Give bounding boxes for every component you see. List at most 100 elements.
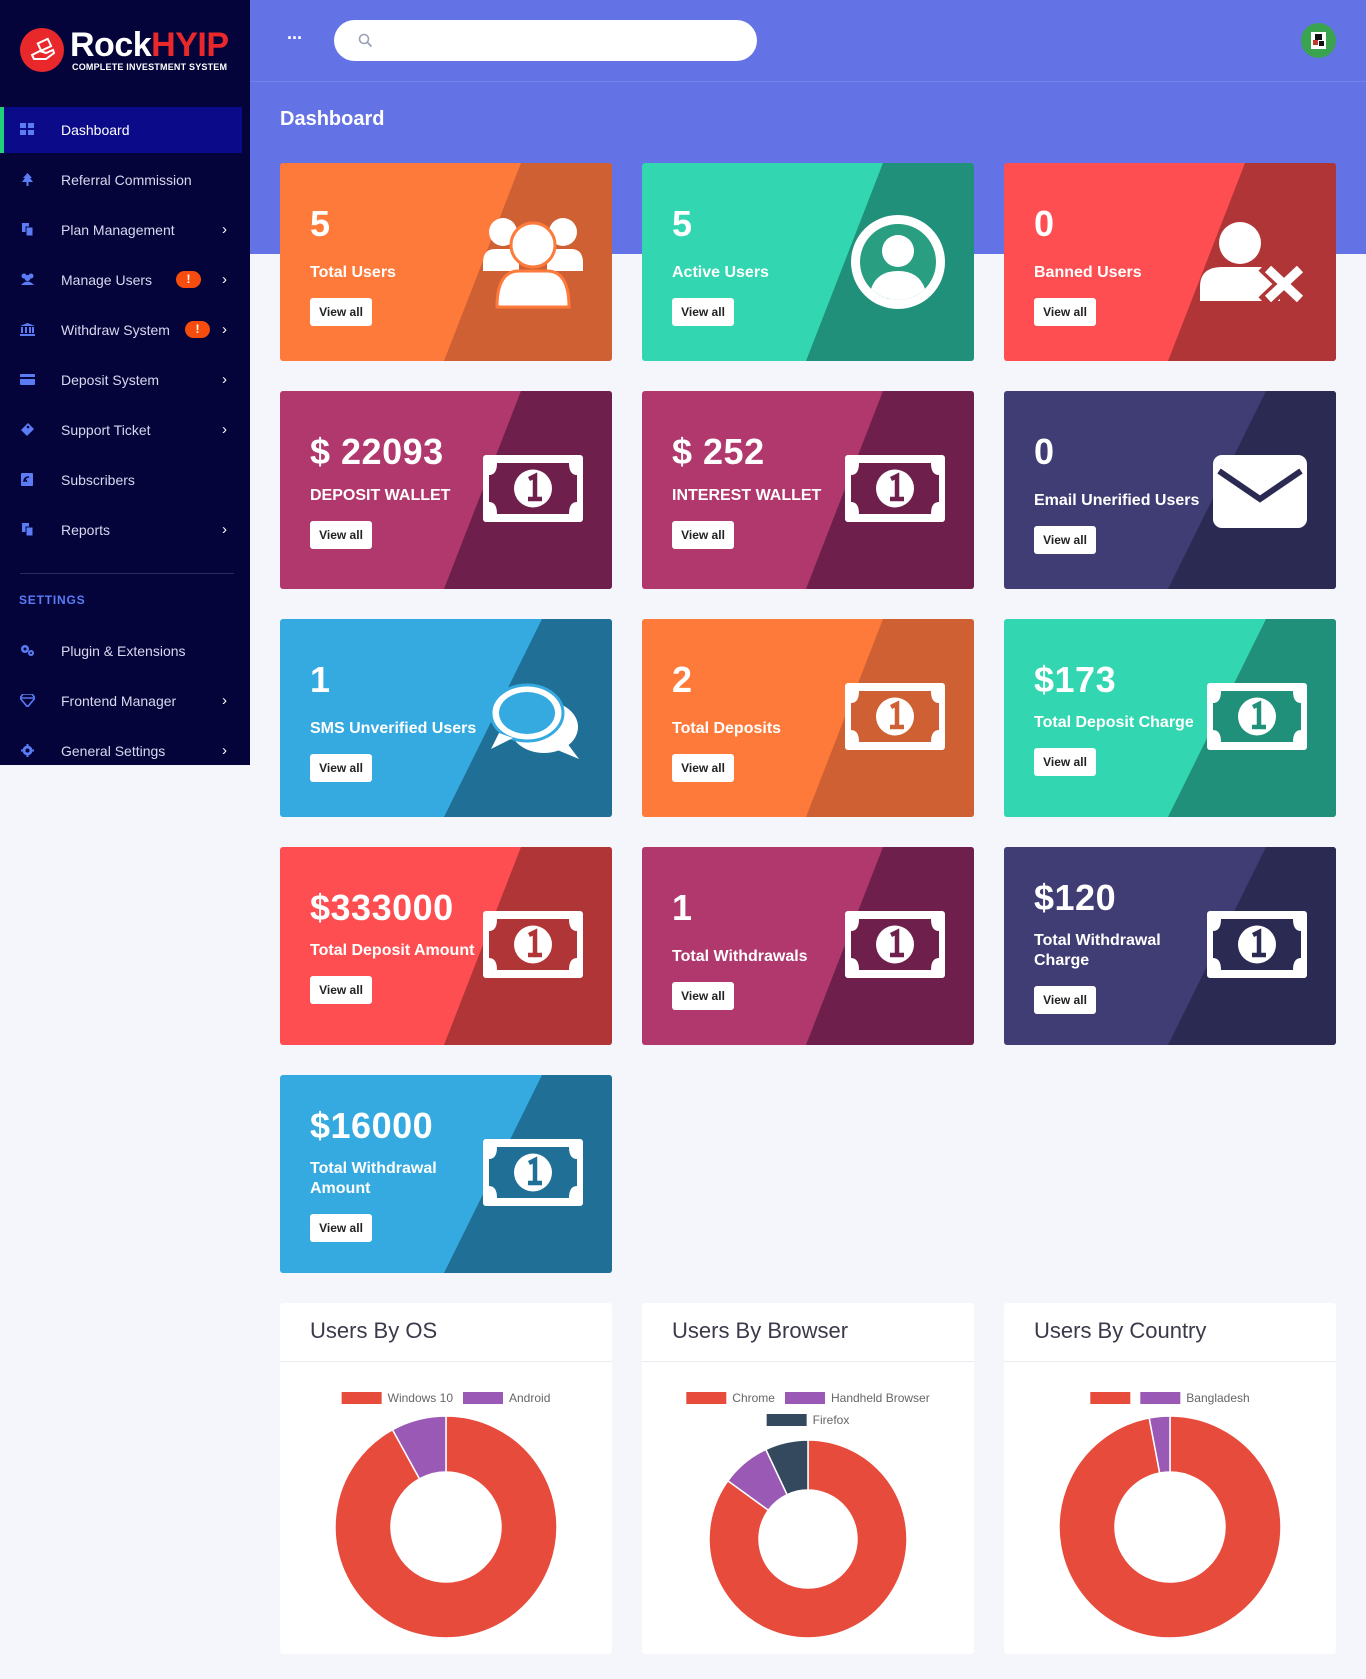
donut-chart: Chrome Handheld Browser Firefox [686,1391,930,1639]
chevron-right-icon: › [222,321,227,338]
legend-label[interactable]: Firefox [813,1413,850,1427]
stat-card-total-withdrawal-amount: $16000 Total Withdrawal Amount View all [280,1075,612,1273]
donut-slice[interactable] [391,1415,447,1480]
money-bill-icon [483,455,583,522]
legend-swatch[interactable] [1090,1392,1131,1404]
chevron-right-icon: › [222,221,227,238]
view-all-button[interactable]: View all [310,754,372,782]
chart-divider [1004,1361,1336,1362]
search-bar[interactable] [334,20,757,61]
sidebar-item-label: Deposit System [61,372,160,388]
legend-swatch[interactable] [766,1414,807,1426]
legend-label[interactable]: Handheld Browser [831,1391,930,1405]
donut-chart: Windows 10 Android [334,1391,558,1639]
sidebar-item-label: Reports [61,522,111,538]
view-all-button[interactable]: View all [310,1214,372,1242]
sidebar-toggle-button[interactable]: ··· [287,28,303,48]
chart-title: Users By Browser [672,1318,849,1343]
stat-card-total-deposits: 2 Total Deposits View all [642,619,974,817]
sidebar-item-deposit-system[interactable]: Deposit System › [0,357,250,403]
sidebar-divider [20,573,234,574]
money-bill-icon [845,911,945,978]
copy-icon [22,523,34,536]
chart-divider [280,1361,612,1362]
stat-label: Active Users [672,264,769,281]
sidebar-item-general-settings[interactable]: General Settings › [0,728,250,774]
notification-badge: ! [176,271,201,288]
chart-card-users-by-os: Users By OS Windows 10 Android [280,1303,612,1654]
view-all-button[interactable]: View all [1034,986,1096,1014]
view-all-button[interactable]: View all [310,298,372,326]
stat-card-banned-users: 0 Banned Users View all [1004,163,1336,361]
stat-value: $120 [1034,877,1117,918]
donut-slice[interactable] [708,1439,908,1639]
legend-label[interactable]: Chrome [732,1391,775,1405]
legend-label[interactable]: Bangladesh [1186,1391,1249,1405]
donut-slice[interactable] [764,1439,809,1496]
brand-tagline: COMPLETE INVESTMENT SYSTEM [72,62,228,72]
sidebar-item-dashboard[interactable]: Dashboard [0,107,242,153]
stat-card-total-withdrawal-charge: $120 Total Withdrawal Charge View all [1004,847,1336,1045]
stat-card-email-unverified-users: 0 Email Unerified Users View all [1004,391,1336,589]
grid-icon [20,123,34,135]
donut-slice[interactable] [1058,1415,1282,1639]
legend-swatch[interactable] [1140,1392,1181,1404]
sidebar-item-support-ticket[interactable]: Support Ticket › [0,407,250,453]
view-all-button[interactable]: View all [672,298,734,326]
sidebar-item-label: Referral Commission [61,172,192,188]
sidebar-item-withdraw-system[interactable]: Withdraw System ! › [0,307,250,353]
donut-slice[interactable] [1148,1415,1171,1474]
chart-card-users-by-browser: Users By Browser Chrome Handheld Browser F… [642,1303,974,1654]
legend-swatch[interactable] [686,1392,727,1404]
view-all-button[interactable]: View all [672,982,734,1010]
view-all-button[interactable]: View all [672,521,734,549]
legend-label[interactable]: Android [509,1391,550,1405]
donut-chart: Bangladesh [1058,1391,1282,1639]
sidebar-item-label: Subscribers [61,472,135,488]
donut-slice[interactable] [334,1415,558,1639]
legend-swatch[interactable] [784,1392,825,1404]
newsletter-icon [21,473,33,486]
view-all-button[interactable]: View all [310,521,372,549]
stat-card-interest-wallet: $ 252 INTEREST WALLET View all [642,391,974,589]
chevron-right-icon: › [222,692,227,709]
view-all-button[interactable]: View all [1034,526,1096,554]
bank-icon [20,323,35,336]
view-all-button[interactable]: View all [310,976,372,1004]
sidebar-item-referral-commission[interactable]: Referral Commission [0,157,250,203]
sidebar: RockHYIP COMPLETE INVESTMENT SYSTEM Dash… [0,0,250,765]
stat-label: Total Withdrawal Charge [1034,932,1161,969]
sidebar-item-frontend-manager[interactable]: Frontend Manager › [0,678,250,724]
brand-logo[interactable]: RockHYIP COMPLETE INVESTMENT SYSTEM [20,26,240,76]
avatar[interactable] [1301,23,1336,58]
sidebar-item-plan-management[interactable]: Plan Management › [0,207,250,253]
stat-label: Total Withdrawal Amount [310,1160,437,1197]
header-divider [250,81,1366,82]
money-bill-icon [483,1139,583,1206]
stat-label: Total Deposits [672,720,782,737]
sidebar-item-label: Plan Management [61,222,175,238]
money-bill-icon [845,455,945,522]
sidebar-item-label: Plugin & Extensions [61,643,186,659]
chevron-right-icon: › [222,521,227,538]
stat-card-total-deposit-amount: $333000 Total Deposit Amount View all [280,847,612,1045]
legend-swatch[interactable] [341,1392,382,1404]
sidebar-item-manage-users[interactable]: Manage Users ! › [0,257,250,303]
sidebar-item-subscribers[interactable]: Subscribers [0,457,250,503]
view-all-button[interactable]: View all [1034,298,1096,326]
legend-label[interactable]: Windows 10 [388,1391,454,1405]
search-input[interactable] [384,30,738,53]
view-all-button[interactable]: View all [672,754,734,782]
stat-label: Total Users [310,264,396,281]
stat-card-sms-unverified-users: 1 SMS Unverified Users View all [280,619,612,817]
sidebar-item-reports[interactable]: Reports › [0,507,250,553]
view-all-button[interactable]: View all [1034,748,1096,776]
chevron-right-icon: › [222,421,227,438]
credit-card-icon [20,374,35,385]
gear-icon [21,744,34,757]
chevron-right-icon: › [222,271,227,288]
cogs-icon [21,645,34,656]
sidebar-item-plugin-extensions[interactable]: Plugin & Extensions [0,628,250,674]
legend-swatch[interactable] [463,1392,503,1404]
stat-label: INTEREST WALLET [672,487,822,504]
